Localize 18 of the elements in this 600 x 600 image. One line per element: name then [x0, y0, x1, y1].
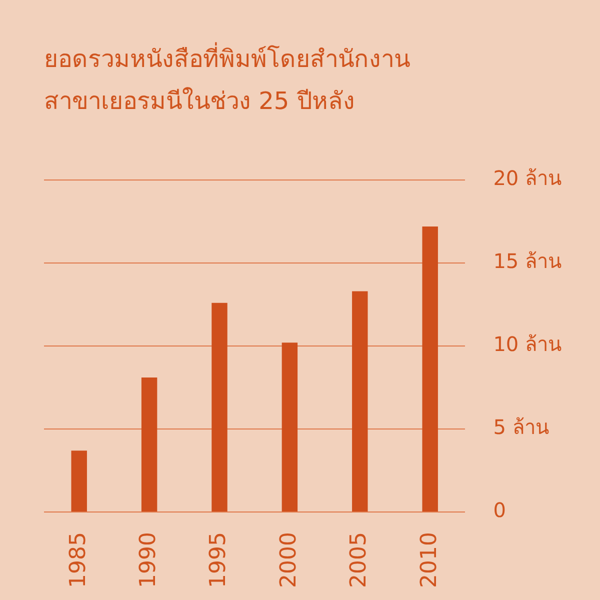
bar [422, 226, 438, 512]
bar [71, 450, 87, 512]
chart-title: ยอดรวมหนังสือที่พิมพ์โดยสำนักงานสาขาเยอรมนีในช่วง 25 ปีหลัง [44, 41, 411, 117]
y-tick-label: 0 [493, 498, 506, 522]
x-tick-label: 1990 [136, 532, 162, 588]
y-tick-label: 15 ล้าน [493, 249, 562, 274]
bar [212, 302, 228, 512]
x-tick-label: 1985 [66, 532, 91, 588]
bar [141, 378, 158, 512]
y-tick-label: 5 ล้าน [493, 415, 550, 440]
x-tick-label: 2010 [416, 532, 442, 588]
y-tick-label: 20 ล้าน [493, 166, 562, 190]
y-tick-label: 10 ล้าน [493, 332, 562, 356]
x-tick-label: 2000 [276, 532, 302, 588]
bar [282, 342, 298, 512]
x-tick-label: 1995 [206, 532, 232, 588]
x-tick-label: 2005 [346, 532, 372, 588]
bar [352, 291, 368, 512]
